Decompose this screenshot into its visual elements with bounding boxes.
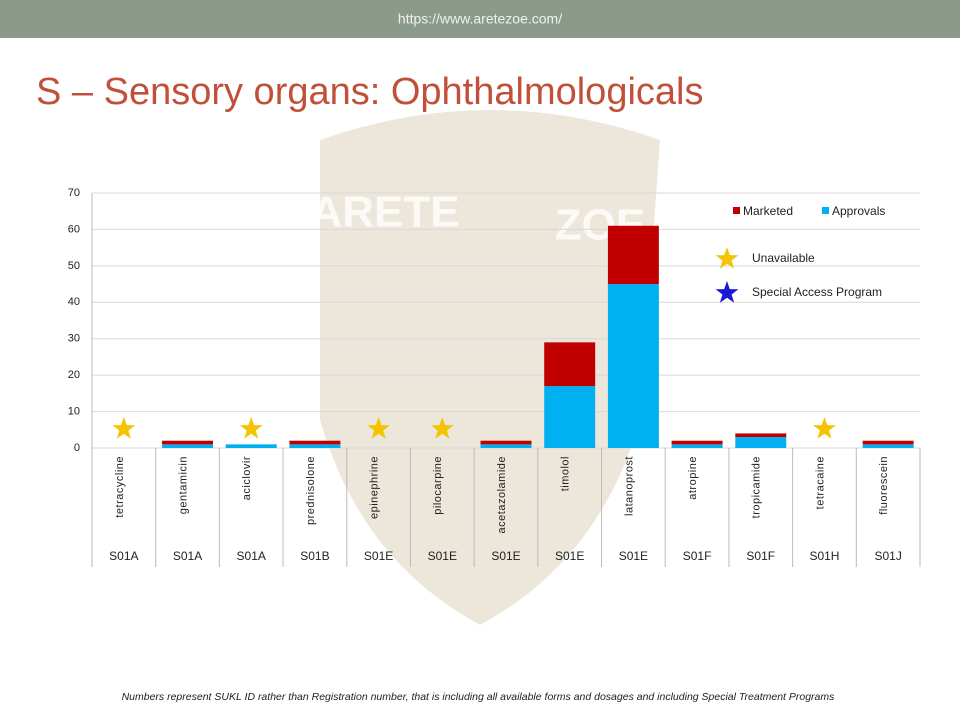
bar-segment bbox=[607, 284, 659, 448]
x-tick-label: gentamicin bbox=[177, 456, 189, 514]
bar-segment bbox=[862, 440, 914, 445]
legend-label: Marketed bbox=[743, 204, 793, 218]
legend-swatch bbox=[822, 207, 829, 214]
group-label: S01E bbox=[428, 549, 457, 563]
bar-segment bbox=[225, 444, 277, 448]
bar-segment bbox=[162, 444, 214, 448]
slide-title: S – Sensory organs: Ophthalmologicals bbox=[36, 71, 703, 113]
y-tick-label: 70 bbox=[68, 187, 80, 199]
y-tick-label: 60 bbox=[68, 223, 80, 235]
y-tick-label: 40 bbox=[68, 296, 80, 308]
bar-segment bbox=[480, 444, 532, 448]
group-label: S01E bbox=[491, 549, 520, 563]
group-label: S01F bbox=[683, 549, 712, 563]
x-tick-label: tetracycline bbox=[114, 456, 126, 518]
bar-segment bbox=[862, 444, 914, 448]
x-tick-label: tetracaine bbox=[814, 456, 826, 509]
bar-segment bbox=[480, 440, 532, 445]
x-tick-label: pilocarpine bbox=[432, 456, 444, 515]
chart: 0 10 20 30 40 50 60 70 tetracycline S01A gentamici… bbox=[68, 187, 921, 567]
unavailable-star bbox=[112, 417, 136, 439]
x-tick-label: atropine bbox=[687, 456, 699, 500]
unavailable-star bbox=[239, 417, 263, 439]
x-tick-label: aciclovir bbox=[241, 456, 253, 500]
bar-segment bbox=[544, 386, 596, 448]
bar-segment bbox=[544, 342, 596, 387]
legend-swatch bbox=[733, 207, 740, 214]
y-tick-label: 50 bbox=[68, 260, 80, 272]
unavailable-star bbox=[367, 417, 390, 439]
watermark-shield bbox=[320, 110, 660, 625]
unavailable-star bbox=[813, 417, 836, 439]
group-label: S01E bbox=[619, 549, 648, 563]
unavailable-star bbox=[430, 417, 454, 439]
group-label: S01H bbox=[809, 549, 839, 563]
group-label: S01J bbox=[874, 549, 901, 563]
bar-segment bbox=[671, 444, 723, 448]
bar-segment bbox=[735, 437, 787, 448]
x-tick-label: timolol bbox=[560, 456, 572, 491]
group-label: S01F bbox=[746, 549, 775, 563]
x-tick-label: latanoprost bbox=[623, 456, 635, 516]
bar-segment bbox=[607, 225, 659, 285]
y-tick-label: 20 bbox=[68, 369, 80, 381]
group-label: S01E bbox=[555, 549, 584, 563]
x-tick-label: acetazolamide bbox=[496, 456, 508, 533]
group-label: S01E bbox=[364, 549, 393, 563]
y-tick-label: 10 bbox=[68, 405, 80, 417]
legend-label: Special Access Program bbox=[752, 285, 882, 299]
bar-segment bbox=[289, 444, 341, 448]
x-tick-label: fluorescein bbox=[878, 456, 890, 515]
x-tick-label: tropicamide bbox=[751, 456, 763, 518]
y-tick-label: 30 bbox=[68, 333, 80, 345]
bar-segment bbox=[162, 440, 214, 445]
bar-segment bbox=[671, 440, 723, 445]
legend-label: Unavailable bbox=[752, 251, 815, 265]
bar-segment bbox=[735, 433, 787, 438]
y-tick-label: 0 bbox=[74, 442, 80, 454]
legend-star bbox=[715, 281, 739, 303]
header-bar bbox=[0, 0, 960, 38]
legend-label: Approvals bbox=[832, 204, 885, 218]
group-label: S01A bbox=[237, 549, 266, 563]
group-label: S01A bbox=[173, 549, 202, 563]
watermark-text: ARETE bbox=[310, 188, 459, 237]
x-tick-label: epinephrine bbox=[369, 456, 381, 519]
header-url: https://www.aretezoe.com/ bbox=[398, 11, 562, 27]
bar-segment bbox=[289, 440, 341, 445]
x-tick-label: prednisolone bbox=[305, 456, 317, 525]
footnote: Numbers represent SUKL ID rather than Re… bbox=[122, 691, 836, 703]
group-label: S01A bbox=[109, 549, 138, 563]
group-label: S01B bbox=[300, 549, 329, 563]
legend-star bbox=[715, 247, 739, 269]
